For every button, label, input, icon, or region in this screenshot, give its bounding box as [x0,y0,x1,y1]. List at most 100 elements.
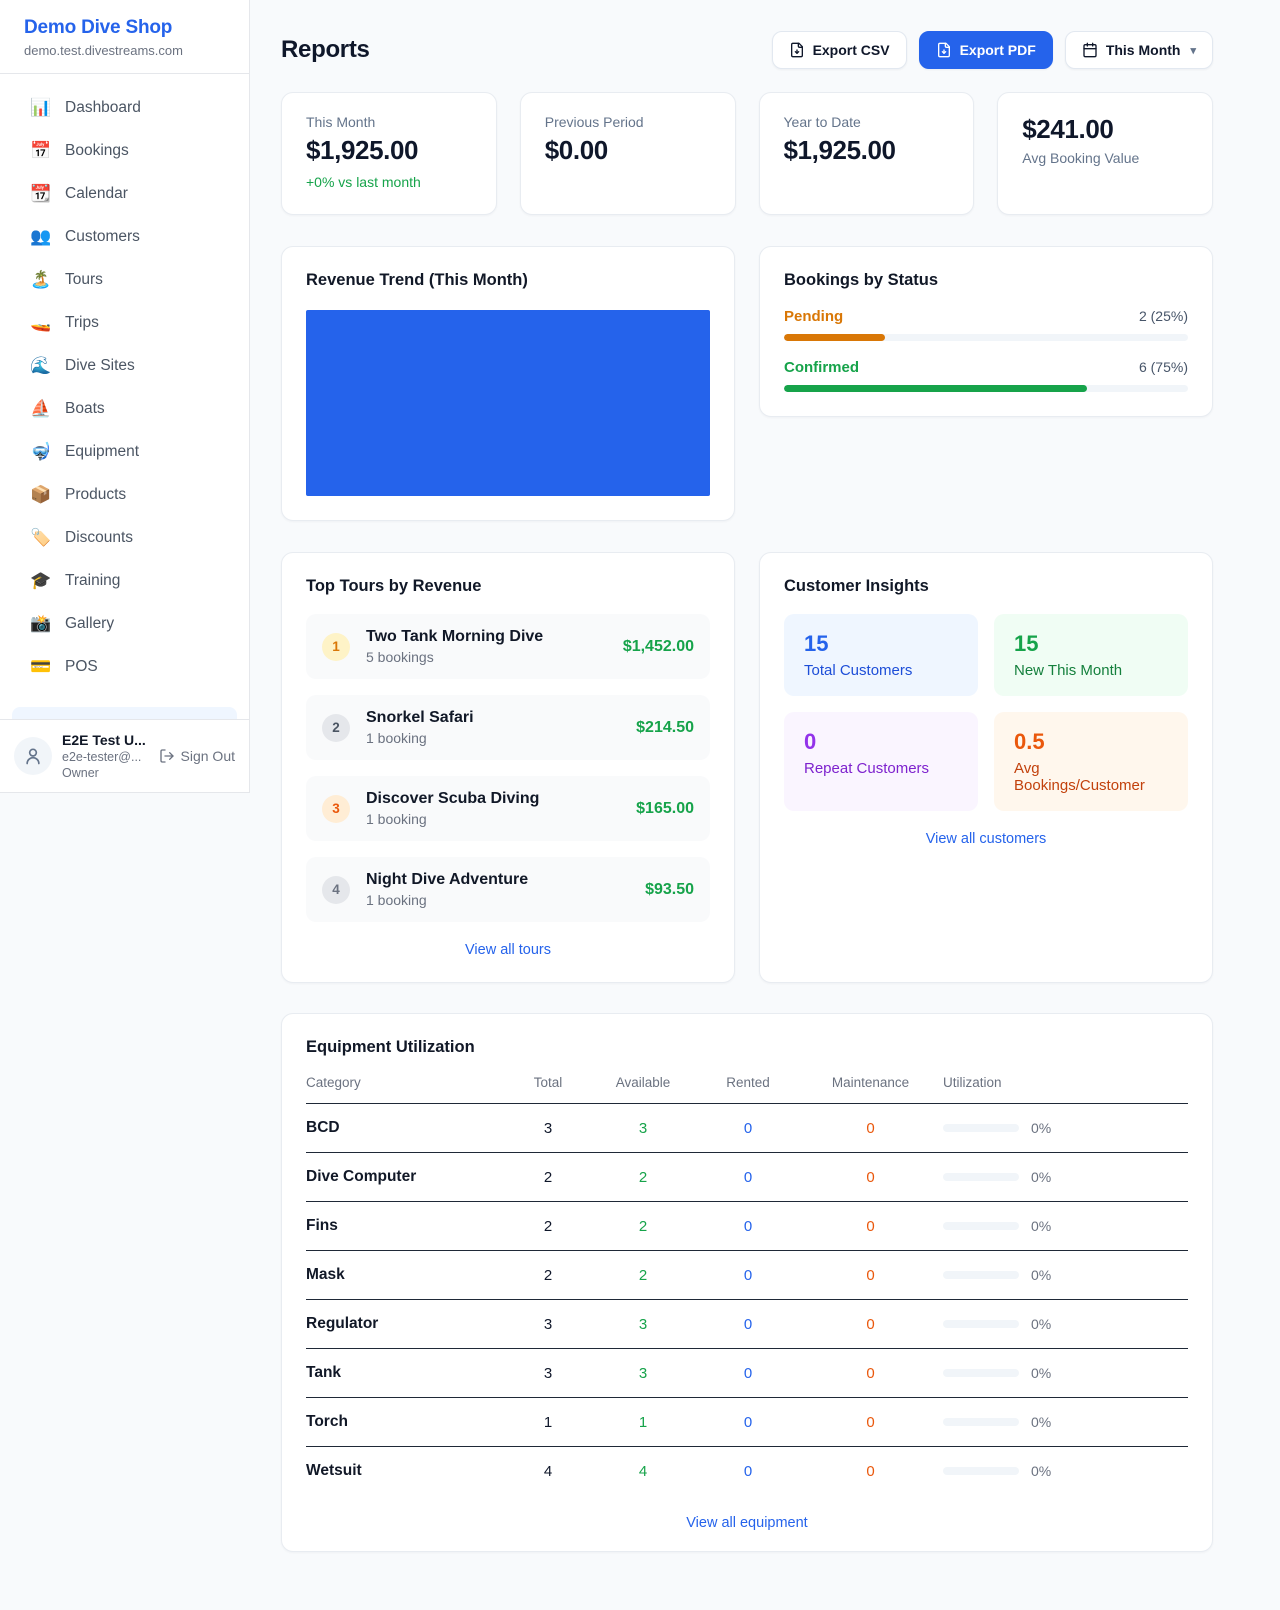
file-download-icon [790,42,803,58]
sidebar-item-calendar[interactable]: 📆 Calendar [0,172,249,215]
export-csv-label: Export CSV [812,42,890,58]
user-name: E2E Test U... [62,732,146,748]
table-row: Wetsuit 4 4 0 0 0% [306,1447,1188,1496]
sidebar-item-discounts[interactable]: 🏷️ Discounts [0,516,249,559]
stat-label: Previous Period [544,114,644,130]
stat-label: This Month [306,114,376,130]
boats-icon: ⛵ [30,399,52,418]
cell-total: 3 [508,1103,588,1153]
equipment-table: Category Total Available Rented Maintena… [306,1075,1188,1495]
column-header: Rented [698,1075,798,1104]
sign-out-button[interactable]: Sign Out [159,748,235,764]
cell-total: 4 [543,1462,553,1480]
sidebar-item-gallery[interactable]: 📸 Gallery [0,602,249,645]
sidebar-item-label: Trips [65,313,99,331]
tour-list-item: 4 Night Dive Adventure 1 booking $93.50 [306,857,710,922]
cell-category: Tank [306,1348,508,1398]
table-row: Dive Computer 2 2 0 0 0% [306,1152,1188,1202]
sidebar-item-training[interactable]: 🎓 Training [0,559,249,602]
cell-category: Mask [306,1250,508,1300]
table-row: Torch 1 1 0 0 0% [306,1397,1188,1447]
status-bar-track [784,385,1188,392]
insight-label: Total Customers [804,662,913,679]
sidebar-item-label: Bookings [65,141,129,159]
sidebar-item-reports-partial[interactable] [12,707,237,719]
tour-amount: $214.50 [636,718,694,736]
cell-category: Wetsuit [306,1462,362,1479]
tour-name: Night Dive Adventure [366,871,529,888]
insight-new-this-month: 15 New This Month [994,614,1188,696]
cell-available: 4 [638,1462,648,1480]
period-dropdown[interactable]: This Month ▾ [1064,31,1213,69]
cell-utilization: 0% [943,1152,1188,1202]
stat-card-previous-period: Previous Period $0.00 [519,92,736,215]
sidebar-item-label: Training [65,571,121,589]
cell-maintenance: 0 [866,1462,875,1480]
table-row: Tank 3 3 0 0 0% [306,1348,1188,1398]
column-header: Utilization [943,1075,1188,1104]
cell-total: 2 [508,1201,588,1251]
sidebar-item-label: Products [65,485,127,503]
utilization-bar [943,1320,1019,1328]
sidebar-item-label: Gallery [65,614,115,632]
charts-row: Revenue Trend (This Month) Bookings by S… [281,246,1213,521]
column-header: Category [306,1075,508,1104]
sidebar-item-label: Dive Sites [65,356,135,374]
insight-total-customers: 15 Total Customers [784,614,978,696]
sidebar-item-products[interactable]: 📦 Products [0,473,249,516]
cell-utilization: 0% [943,1299,1188,1349]
sidebar-item-trips[interactable]: 🚤 Trips [0,301,249,344]
sidebar-item-label: Customers [65,227,140,245]
status-row-confirmed: Confirmed 6 (75%) [784,359,1188,392]
status-bar-track [784,334,1188,341]
cell-available: 2 [588,1250,698,1300]
status-count: 6 (75%) [1138,359,1188,375]
table-row: Regulator 3 3 0 0 0% [306,1299,1188,1349]
tour-amount: $165.00 [636,799,694,817]
table-header-row: Category Total Available Rented Maintena… [306,1075,1188,1104]
cell-total: 3 [508,1348,588,1398]
cell-total: 1 [508,1397,588,1447]
sidebar-item-boats[interactable]: ⛵ Boats [0,387,249,430]
sidebar-item-pos[interactable]: 💳 POS [0,645,249,688]
sidebar-item-dive-sites[interactable]: 🌊 Dive Sites [0,344,249,387]
cell-available: 3 [588,1299,698,1349]
utilization-bar [943,1418,1019,1426]
cell-available: 3 [588,1103,698,1153]
shop-name: Demo Dive Shop [24,17,173,38]
tour-name: Snorkel Safari [366,709,474,726]
sidebar-item-customers[interactable]: 👥 Customers [0,215,249,258]
view-all-customers-link[interactable]: View all customers [925,831,1047,847]
equipment-utilization-title: Equipment Utilization [306,1038,475,1056]
sidebar-item-dashboard[interactable]: 📊 Dashboard [0,86,249,129]
export-pdf-button[interactable]: Export PDF [918,31,1053,69]
insight-label: Repeat Customers [804,760,930,777]
rank-badge: 2 [322,713,350,742]
sidebar-item-bookings[interactable]: 📅 Bookings [0,129,249,172]
stat-card-avg-booking-value: $241.00 Avg Booking Value [997,92,1213,215]
table-row: BCD 3 3 0 0 0% [306,1103,1188,1153]
brand-block: Demo Dive Shop demo.test.divestreams.com [0,0,249,74]
training-icon: 🎓 [30,571,52,590]
export-csv-button[interactable]: Export CSV [771,31,907,69]
sidebar-item-equipment[interactable]: 🤿 Equipment [0,430,249,473]
cell-maintenance: 0 [798,1250,943,1300]
cell-maintenance: 0 [798,1348,943,1398]
bookings-by-status-card: Bookings by Status Pending 2 (25%) Confi… [759,246,1213,417]
cell-maintenance: 0 [798,1201,943,1251]
sidebar-item-tours[interactable]: 🏝️ Tours [0,258,249,301]
cell-rented: 0 [698,1152,798,1202]
status-bar-fill [784,334,885,341]
sidebar: Demo Dive Shop demo.test.divestreams.com… [0,0,250,793]
column-header: Maintenance [798,1075,943,1104]
stats-row: This Month $1,925.00 +0% vs last month P… [281,92,1213,215]
chevron-down-icon: ▾ [1190,44,1196,57]
view-all-equipment-link[interactable]: View all equipment [686,1515,808,1531]
user-email: e2e-tester@... [62,750,142,764]
export-pdf-label: Export PDF [959,42,1036,58]
tour-list-item: 2 Snorkel Safari 1 booking $214.50 [306,695,710,760]
cell-rented: 0 [698,1299,798,1349]
cell-available: 2 [588,1152,698,1202]
view-all-tours-link[interactable]: View all tours [465,942,551,958]
customer-insights-title: Customer Insights [784,577,929,595]
